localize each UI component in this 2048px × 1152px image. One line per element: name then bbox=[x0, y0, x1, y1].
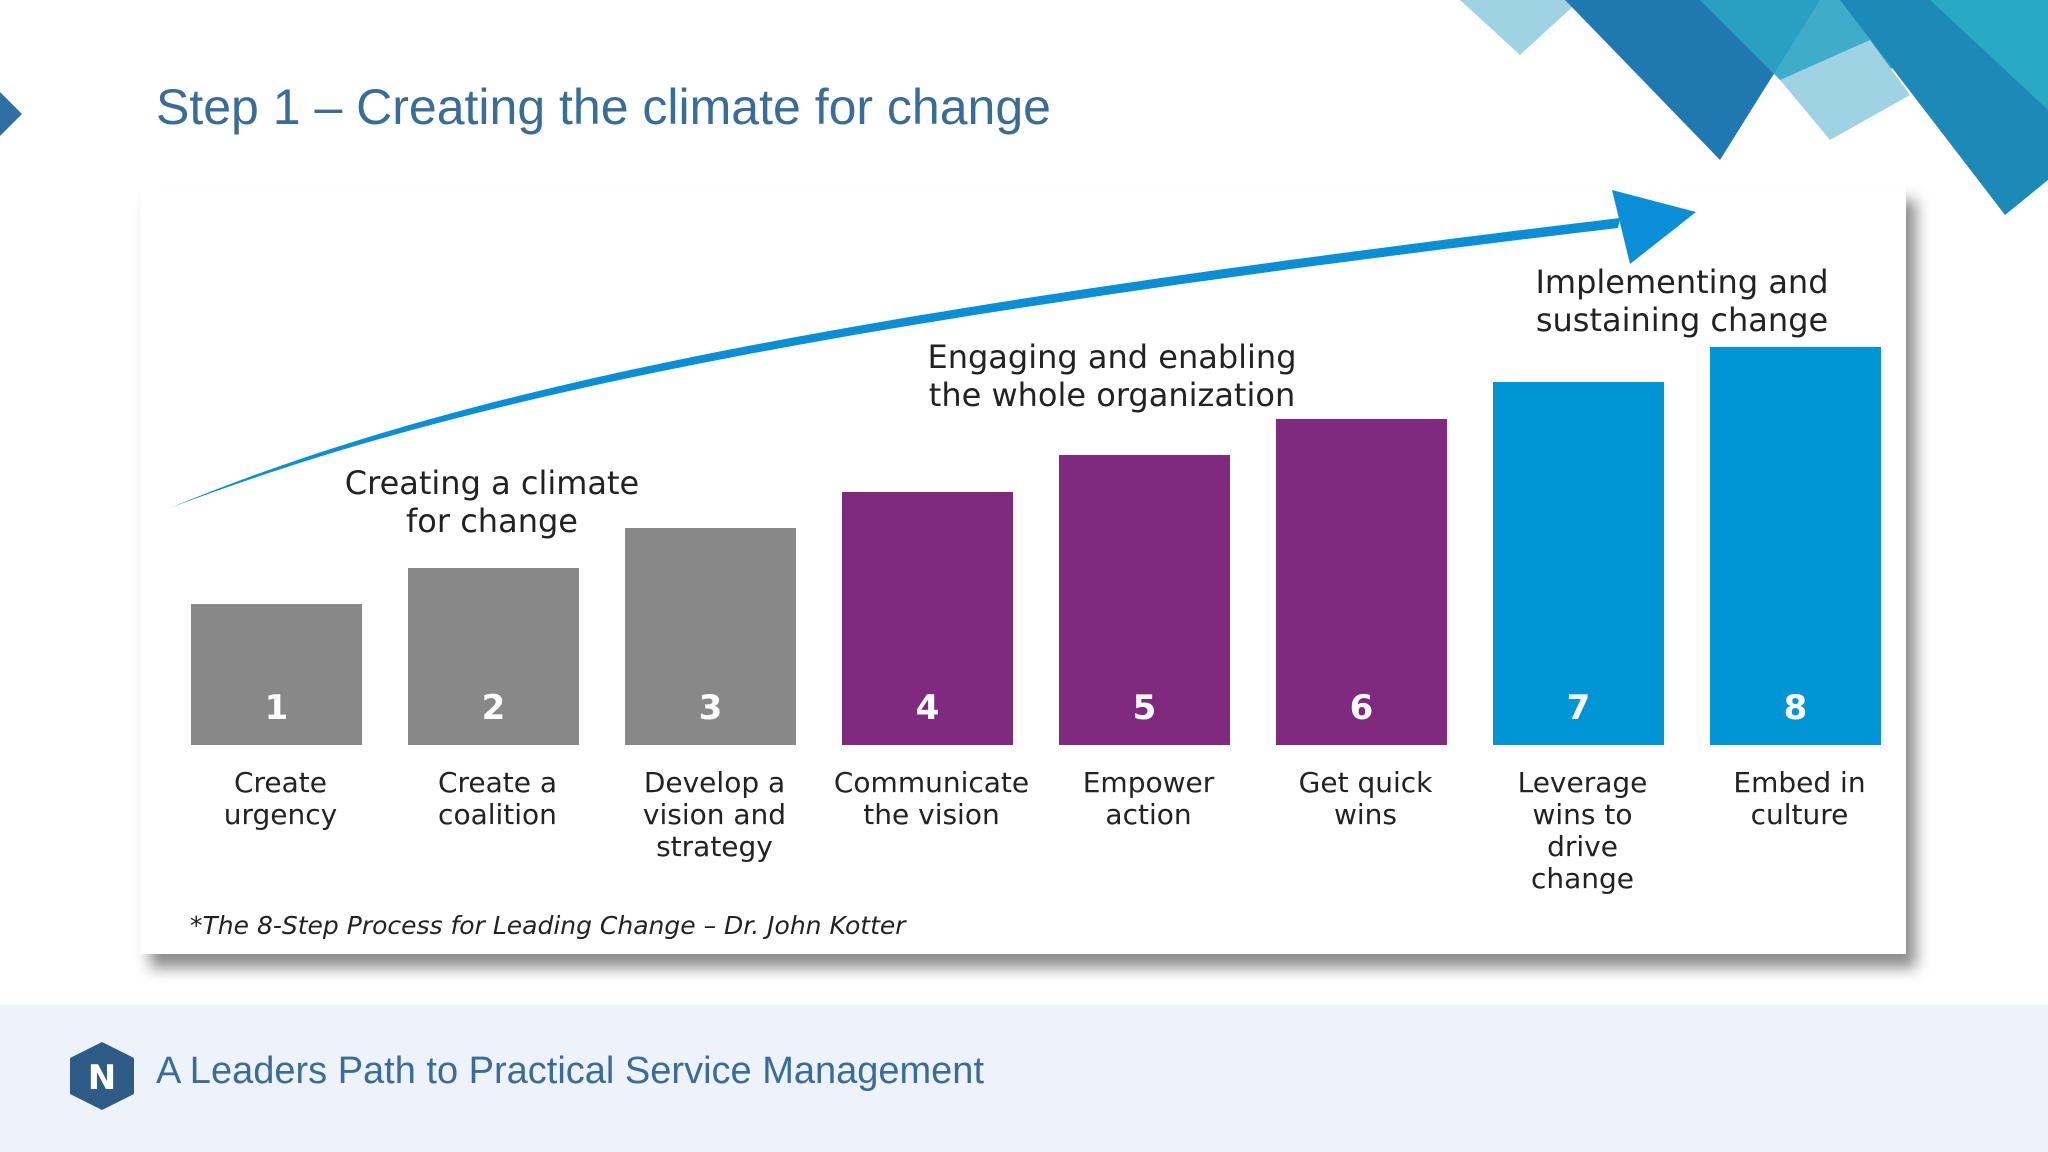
step-bar-2 bbox=[408, 568, 579, 745]
step-bar-5 bbox=[1059, 455, 1230, 745]
step-number-4: 4 bbox=[916, 688, 940, 728]
step-label-4: Communicate the vision bbox=[834, 766, 1029, 831]
hexagon-n-logo-icon bbox=[70, 1042, 134, 1110]
step-label-7: Leverage wins to drive change bbox=[1518, 766, 1648, 895]
step-bar-3 bbox=[625, 528, 796, 745]
phase-label-2: Engaging and enabling the whole organizat… bbox=[927, 338, 1296, 414]
kotter-diagram-card: 1 Create urgency 2 Create a coalition 3 Develop… bbox=[140, 186, 1906, 954]
step-number-7: 7 bbox=[1567, 688, 1591, 728]
citation-text: *The 8-Step Process for Leading Change –… bbox=[190, 911, 907, 940]
phase-label-1: Creating a climate for change bbox=[345, 464, 639, 540]
step-label-2: Create a coalition bbox=[438, 766, 557, 831]
step-label-8: Embed in culture bbox=[1733, 766, 1865, 831]
step-label-5: Empower action bbox=[1083, 766, 1215, 831]
step-label-6: Get quick wins bbox=[1299, 766, 1433, 831]
footer-text: A Leaders Path to Practical Service Mana… bbox=[156, 1050, 985, 1092]
step-bar-7 bbox=[1493, 382, 1664, 745]
corner-decoration bbox=[1460, 0, 2048, 215]
growth-arrow-head bbox=[1612, 190, 1696, 264]
kotter-steps-diagram: 1 Create urgency 2 Create a coalition 3 Develop… bbox=[170, 190, 1881, 940]
step-bar-6 bbox=[1276, 419, 1447, 745]
footer-bar bbox=[0, 1005, 2048, 1152]
step-bar-4 bbox=[842, 492, 1013, 745]
step-number-1: 1 bbox=[265, 688, 289, 728]
step-bar-1 bbox=[191, 604, 362, 745]
step-label-3: Develop a vision and strategy bbox=[643, 766, 786, 863]
step-bar-8 bbox=[1710, 347, 1881, 745]
slide-title: Step 1 – Creating the climate for change bbox=[156, 79, 1051, 135]
step-number-2: 2 bbox=[482, 688, 506, 728]
step-number-3: 3 bbox=[699, 688, 723, 728]
phase-label-3: Implementing and sustaining change bbox=[1535, 263, 1828, 339]
step-label-1: Create urgency bbox=[224, 766, 337, 831]
logo-letter: N bbox=[87, 1058, 117, 1098]
chevron-right-icon bbox=[0, 92, 22, 136]
step-number-8: 8 bbox=[1784, 688, 1808, 728]
step-number-6: 6 bbox=[1350, 688, 1374, 728]
step-number-5: 5 bbox=[1133, 688, 1157, 728]
